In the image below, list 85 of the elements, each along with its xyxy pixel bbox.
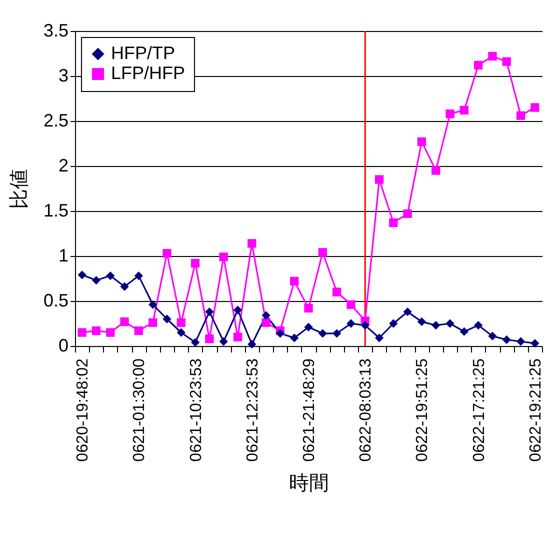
- point: [219, 337, 228, 346]
- point: [219, 252, 228, 262]
- x-tick-label: 0622-19:21:25: [527, 358, 544, 462]
- x-tick-label: 0622-17:21:25: [470, 358, 488, 462]
- point: [276, 329, 285, 338]
- legend-label: LFP/HFP: [111, 63, 186, 83]
- point: [78, 328, 86, 337]
- y-tick-label: 1: [58, 246, 68, 266]
- point: [417, 317, 426, 326]
- y-tick-label: 0.5: [43, 290, 68, 310]
- y-tick-label: 3.5: [43, 20, 68, 40]
- point: [446, 319, 454, 328]
- point: [134, 326, 144, 336]
- point: [318, 329, 327, 338]
- point: [106, 271, 115, 280]
- x-tick-label: 0621-12:23:53: [244, 358, 262, 462]
- point: [290, 334, 299, 342]
- point: [432, 166, 440, 175]
- point: [346, 319, 356, 328]
- x-tick-label: 0622-19:51:25: [414, 358, 432, 462]
- y-tick-label: 2: [58, 156, 68, 176]
- point: [417, 137, 426, 146]
- x-tick-label: 0622-08:03:13: [358, 358, 375, 462]
- point: [148, 318, 158, 327]
- point: [92, 276, 101, 285]
- point: [190, 338, 200, 347]
- point: [474, 60, 483, 70]
- x-tick-label: 0621-01:30:00: [131, 358, 148, 462]
- x-tick-label: 0621-10:23:53: [188, 358, 205, 462]
- point: [488, 52, 497, 61]
- point: [262, 318, 270, 327]
- point: [530, 103, 540, 112]
- point: [233, 306, 242, 314]
- point: [360, 320, 370, 330]
- point: [516, 337, 526, 346]
- point: [488, 332, 497, 340]
- point: [248, 239, 256, 248]
- point: [120, 282, 129, 291]
- x-axis-title: 時間: [289, 472, 329, 495]
- point: [190, 258, 200, 268]
- point: [78, 270, 86, 280]
- point: [530, 338, 540, 348]
- point: [502, 57, 511, 66]
- point: [389, 218, 398, 228]
- point: [304, 322, 313, 332]
- y-tick-label: 0: [58, 336, 68, 356]
- point: [304, 304, 313, 313]
- y-axis-title: 比値: [8, 169, 30, 209]
- point: [120, 317, 129, 326]
- y-tick-label: 3: [58, 66, 68, 86]
- point: [374, 175, 384, 184]
- point: [148, 300, 158, 309]
- point: [176, 318, 186, 327]
- point: [460, 106, 468, 115]
- point: [162, 248, 172, 258]
- point: [403, 209, 412, 218]
- y-tick-label: 1.5: [43, 200, 68, 220]
- point: [389, 319, 398, 328]
- point: [162, 314, 172, 324]
- point: [290, 276, 299, 286]
- point: [248, 340, 256, 349]
- x-tick-label: 0621-21:48:29: [301, 358, 318, 462]
- point: [92, 326, 101, 336]
- point: [233, 332, 242, 342]
- point: [106, 328, 115, 337]
- point: [474, 320, 483, 330]
- point: [446, 109, 454, 118]
- point: [432, 320, 440, 330]
- point: [134, 271, 144, 280]
- x-tick-label: 0620-19:48:02: [74, 358, 92, 462]
- legend-label: HFP/TP: [111, 43, 176, 63]
- point: [346, 300, 356, 309]
- point: [502, 335, 511, 344]
- point: [176, 328, 186, 337]
- point: [332, 329, 342, 338]
- point: [460, 327, 468, 336]
- point: [262, 311, 270, 320]
- point: [374, 334, 384, 342]
- point: [403, 307, 412, 316]
- point: [205, 334, 214, 344]
- point: [318, 248, 327, 257]
- y-tick-label: 2.5: [43, 110, 68, 130]
- point: [205, 307, 214, 316]
- point: [332, 288, 342, 296]
- point: [516, 111, 526, 120]
